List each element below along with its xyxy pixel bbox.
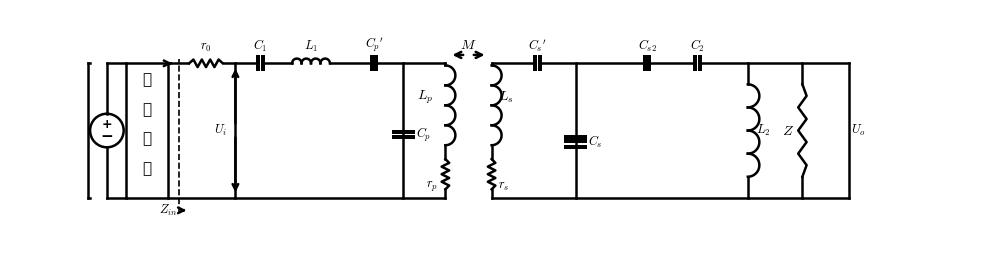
Text: $C_2$: $C_2$: [690, 38, 705, 54]
Text: $C_s{}'$: $C_s{}'$: [528, 38, 547, 54]
Text: $U_i$: $U_i$: [214, 123, 227, 138]
Text: $M$: $M$: [460, 38, 477, 51]
Text: $L_p$: $L_p$: [417, 88, 433, 105]
Text: 逆: 逆: [143, 73, 152, 88]
Text: 路: 路: [143, 161, 152, 176]
Text: $C_p{}'$: $C_p{}'$: [365, 36, 383, 54]
Text: $C_1$: $C_1$: [253, 38, 268, 54]
Text: $C_s$: $C_s$: [588, 133, 603, 150]
Text: $U_o$: $U_o$: [851, 123, 866, 138]
Text: $Z_{in}$: $Z_{in}$: [159, 203, 177, 218]
Text: $r_s$: $r_s$: [498, 180, 510, 193]
Text: $L_1$: $L_1$: [304, 39, 318, 54]
Text: $r_p$: $r_p$: [426, 179, 438, 194]
FancyBboxPatch shape: [126, 63, 168, 198]
Text: 变: 变: [143, 102, 152, 117]
Text: $Z$: $Z$: [782, 124, 794, 137]
Text: $L_2$: $L_2$: [756, 123, 771, 138]
Text: $L_s$: $L_s$: [498, 89, 514, 105]
Text: $C_p$: $C_p$: [416, 126, 431, 144]
Text: +: +: [102, 118, 112, 131]
Text: $C_{s2}$: $C_{s2}$: [638, 38, 656, 54]
Text: 电: 电: [143, 131, 152, 146]
Text: −: −: [101, 129, 113, 144]
Text: $r_0$: $r_0$: [200, 41, 212, 54]
